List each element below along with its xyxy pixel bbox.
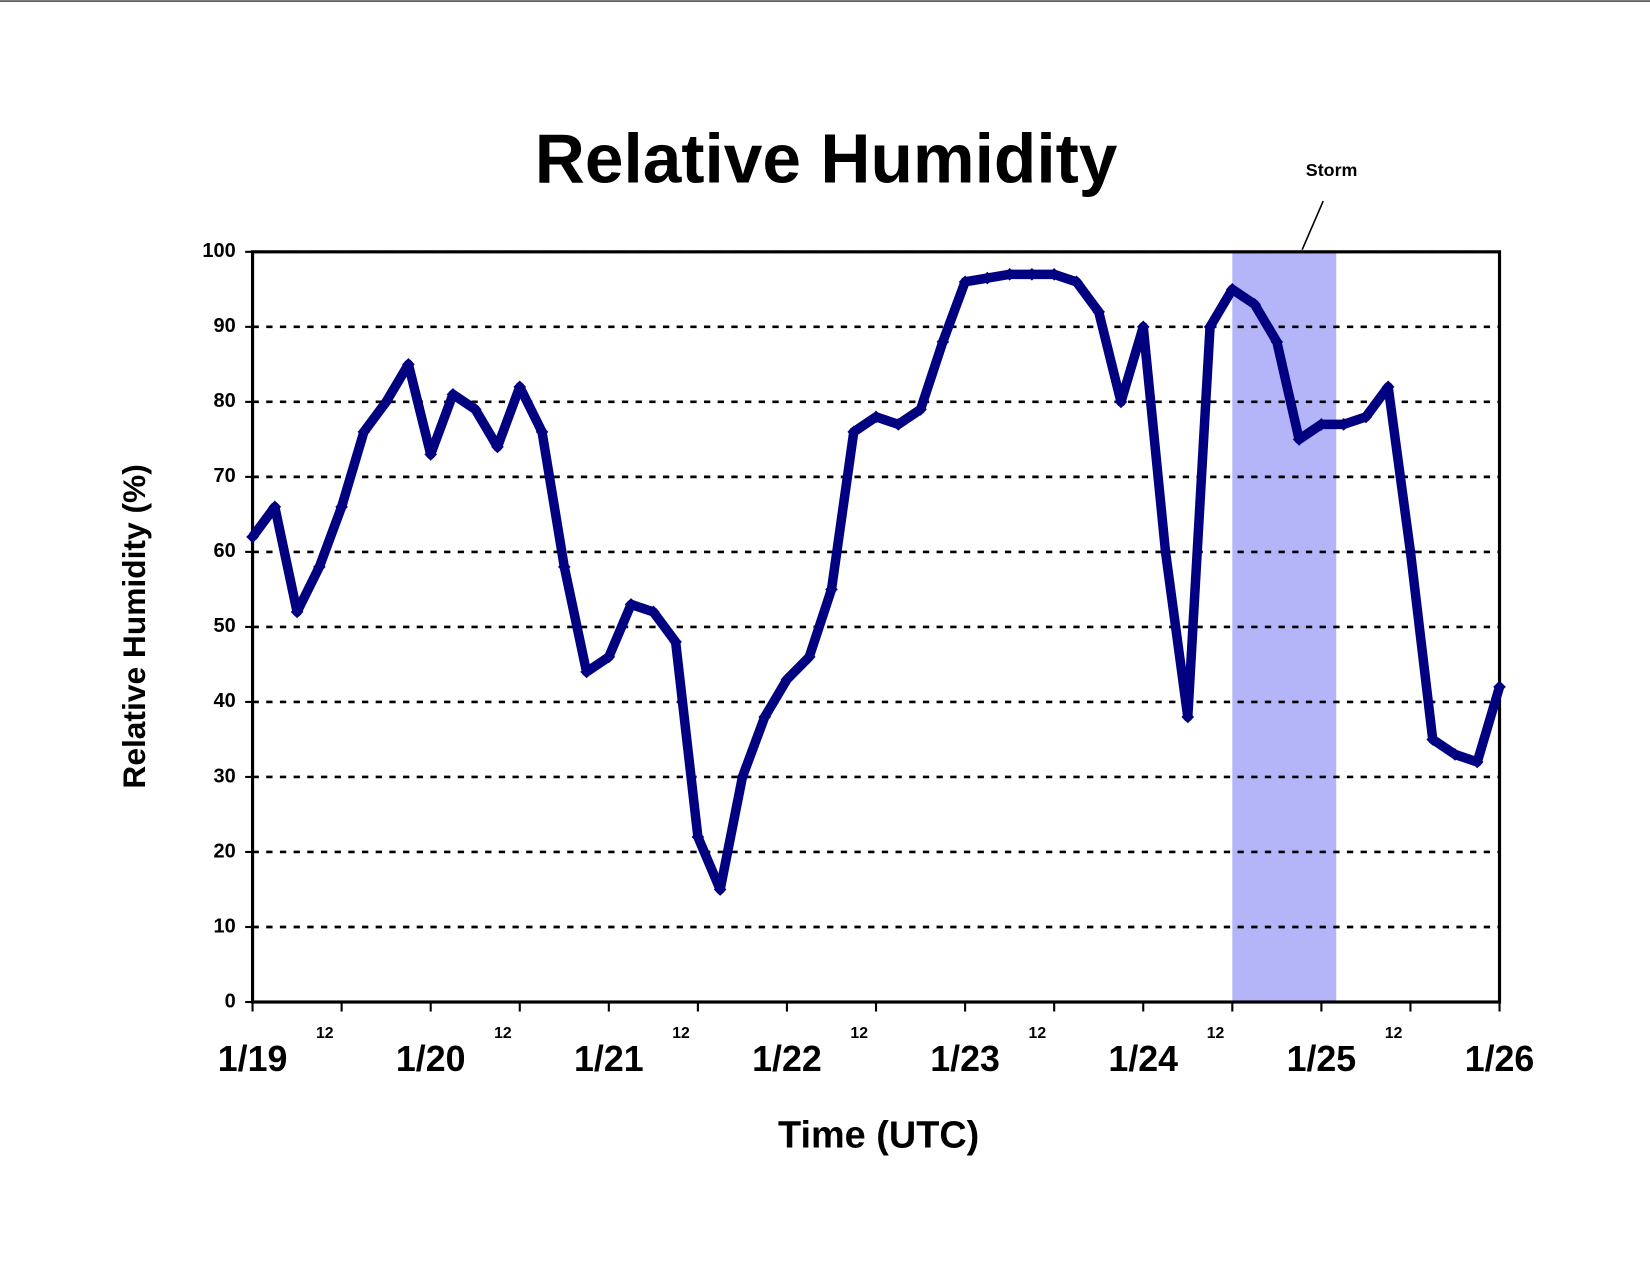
data-point bbox=[647, 605, 660, 619]
storm-pointer bbox=[1301, 200, 1324, 251]
y-tick-label: 60 bbox=[213, 540, 235, 562]
x-tick-label: 1/23 bbox=[930, 1039, 1000, 1079]
data-point bbox=[402, 358, 415, 371]
data-point bbox=[891, 418, 905, 431]
data-point bbox=[1426, 733, 1440, 746]
data-point bbox=[446, 388, 460, 401]
x-tick-label-minor: 12 bbox=[672, 1025, 690, 1042]
data-point bbox=[1337, 418, 1350, 431]
data-point bbox=[802, 650, 816, 664]
x-tick-label: 1/19 bbox=[218, 1039, 288, 1079]
data-point bbox=[981, 271, 994, 285]
data-point bbox=[669, 635, 682, 649]
y-tick-label: 10 bbox=[213, 915, 235, 937]
data-point bbox=[1181, 710, 1195, 724]
x-tick-label: 1/20 bbox=[396, 1039, 466, 1079]
x-tick-label: 1/24 bbox=[1108, 1039, 1178, 1079]
x-axis-label: Time (UTC) bbox=[778, 1114, 979, 1156]
data-point bbox=[1225, 282, 1239, 296]
data-point bbox=[290, 605, 304, 619]
plot-frame bbox=[250, 250, 1502, 1004]
x-tick-label: 1/25 bbox=[1287, 1039, 1357, 1079]
data-point bbox=[1493, 680, 1506, 694]
data-point bbox=[869, 410, 883, 424]
data-point bbox=[958, 275, 972, 289]
data-point bbox=[1114, 395, 1128, 409]
y-tick-label: 40 bbox=[213, 690, 235, 712]
x-tick-label-minor: 12 bbox=[850, 1025, 868, 1042]
x-tick-label: 1/26 bbox=[1465, 1039, 1535, 1079]
x-tick-label-minor: 12 bbox=[316, 1025, 334, 1042]
x-tick-label: 1/21 bbox=[574, 1039, 644, 1079]
chart-title: Relative Humidity bbox=[535, 119, 1118, 197]
x-tick-label: 1/22 bbox=[752, 1039, 822, 1079]
y-axis-label: Relative Humidity (%) bbox=[116, 464, 152, 788]
x-tick-label-minor: 12 bbox=[1207, 1025, 1225, 1042]
y-tick-label: 70 bbox=[213, 465, 235, 487]
data-point bbox=[691, 830, 705, 844]
y-tick-label: 80 bbox=[213, 390, 235, 412]
data-point bbox=[602, 650, 616, 664]
data-point bbox=[1381, 380, 1395, 394]
storm-label: Storm bbox=[1306, 160, 1358, 180]
data-point bbox=[713, 883, 727, 896]
data-point bbox=[1092, 305, 1106, 319]
x-tick-label-minor: 12 bbox=[1029, 1025, 1047, 1042]
y-tick-label: 20 bbox=[213, 840, 235, 862]
data-point bbox=[379, 395, 393, 409]
data-point bbox=[580, 665, 593, 679]
y-tick-label: 90 bbox=[213, 315, 235, 337]
data-point bbox=[535, 425, 549, 439]
y-tick-label: 0 bbox=[225, 990, 236, 1012]
data-point bbox=[491, 440, 504, 454]
data-point bbox=[1248, 297, 1261, 311]
y-tick-label: 30 bbox=[213, 765, 235, 787]
data-point bbox=[847, 425, 861, 439]
y-tick-label: 50 bbox=[213, 615, 235, 637]
data-point bbox=[357, 425, 371, 439]
y-tick-label: 100 bbox=[202, 240, 235, 262]
data-point bbox=[246, 530, 259, 544]
data-point bbox=[513, 380, 527, 394]
x-tick-label-minor: 12 bbox=[494, 1025, 512, 1042]
x-tick-label-minor: 12 bbox=[1385, 1025, 1403, 1042]
